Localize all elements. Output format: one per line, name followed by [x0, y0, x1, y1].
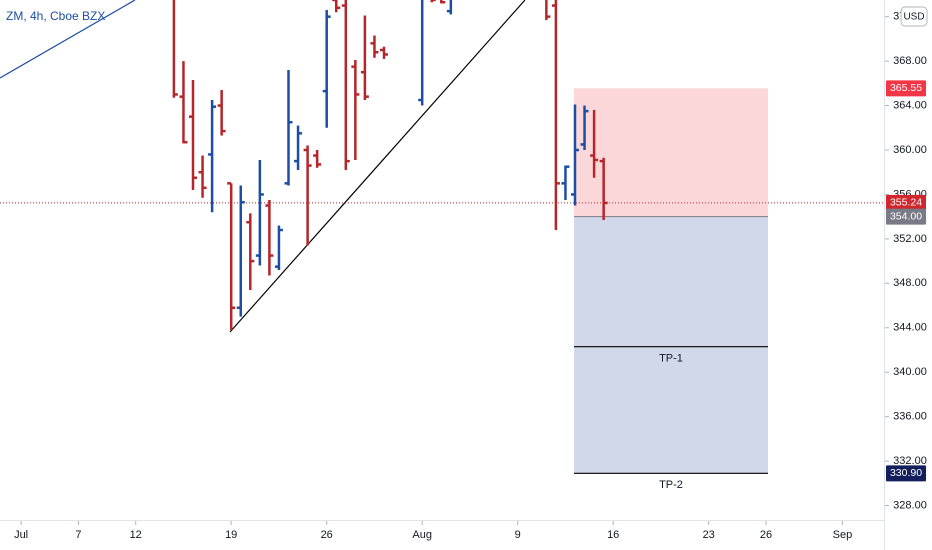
- y-tick-label: 344.00: [893, 322, 927, 334]
- x-tick-label: 23: [703, 529, 715, 541]
- y-tick-label: 368.00: [893, 55, 927, 67]
- y-tick-label: 332.00: [893, 455, 927, 467]
- target-zone: [574, 216, 768, 474]
- x-tick-label: 19: [225, 529, 237, 541]
- x-tick-label: 7: [75, 529, 81, 541]
- price-label-box: [886, 208, 926, 225]
- y-tick-label: 340.00: [893, 366, 927, 378]
- price-label-box: [886, 465, 926, 482]
- price-label: 365.55: [890, 82, 922, 94]
- price-label: 355.24: [890, 197, 922, 209]
- target-label: TP-2: [659, 479, 683, 491]
- y-tick-label: 328.00: [893, 499, 927, 511]
- x-tick-label: Sep: [833, 529, 853, 541]
- price-label-box: [886, 80, 926, 97]
- price-axis: 328.00 332.00 336.00 340.00 344.00 348.00 352.…: [885, 11, 927, 511]
- price-label: 330.90: [890, 467, 922, 479]
- x-tick-label: 26: [760, 529, 772, 541]
- trend-line: [0, 0, 136, 79]
- currency[interactable]: USD: [903, 12, 924, 23]
- x-tick-label: Aug: [412, 529, 432, 541]
- chart-title: ZM, 4h, Cboe BZX: [6, 9, 105, 23]
- trend-line: [229, 0, 526, 333]
- target-label: TP-1: [659, 353, 683, 365]
- plot: [0, 0, 884, 474]
- x-tick-label: 9: [515, 529, 521, 541]
- price-label-box: [886, 194, 926, 211]
- x-tick-label: 12: [130, 529, 142, 541]
- y-tick-label: 364.00: [893, 99, 927, 111]
- y-tick-label: 360.00: [893, 144, 927, 156]
- price-label: 354.00: [890, 210, 922, 222]
- x-tick-label: 26: [321, 529, 333, 541]
- y-tick-label: 352.00: [893, 233, 927, 245]
- x-tick-label: Jul: [14, 529, 28, 541]
- y-tick-label: 336.00: [893, 411, 927, 423]
- currency-button[interactable]: [900, 6, 928, 27]
- x-tick-label: 16: [607, 529, 619, 541]
- y-tick-label: 348.00: [893, 277, 927, 289]
- stop-zone: [574, 88, 768, 217]
